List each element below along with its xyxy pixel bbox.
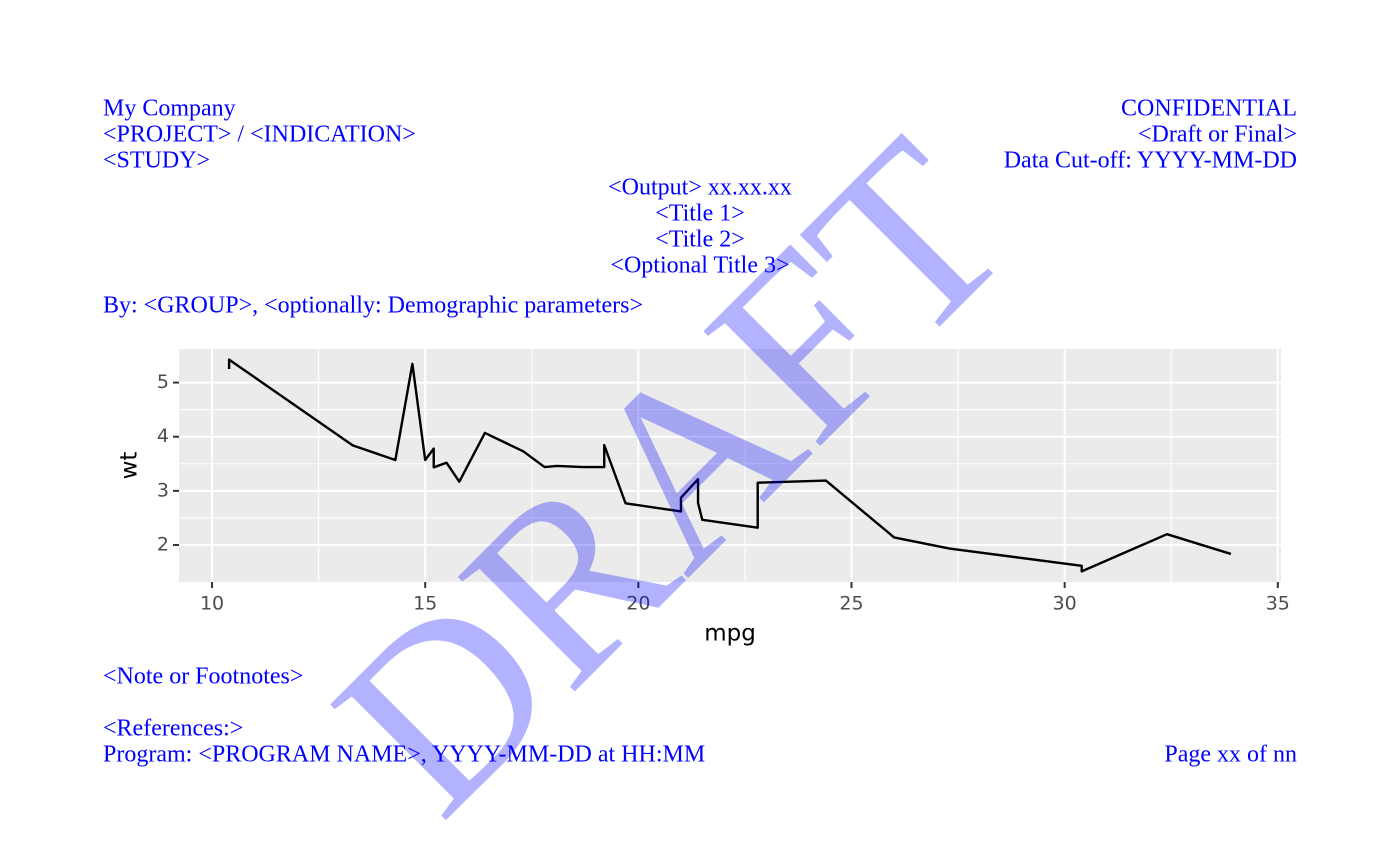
header-left: My Company <box>103 96 236 122</box>
header-right: <Draft or Final> <box>1138 122 1297 148</box>
footnote: <Note or Footnotes> <box>103 664 303 690</box>
y-tick-label: 2 <box>157 534 169 556</box>
y-tick-label: 3 <box>157 479 169 501</box>
chart: 10 15 20 25 30 35 2 3 4 5 mpg wt <box>117 349 1290 647</box>
x-tick-label: 30 <box>1053 593 1077 615</box>
title: <Title 1> <box>655 201 745 227</box>
x-tick-label: 25 <box>839 593 863 615</box>
x-tick-label: 10 <box>200 593 224 615</box>
y-tick-label: 5 <box>157 371 169 393</box>
header-right: CONFIDENTIAL <box>1121 96 1297 122</box>
program: Program: <PROGRAM NAME>, YYYY-MM-DD at H… <box>103 742 705 768</box>
page-number: Page xx of nn <box>1164 742 1297 768</box>
header-left: <STUDY> <box>103 148 210 174</box>
y-tick-label: 4 <box>157 425 169 447</box>
title: <Title 2> <box>655 227 745 253</box>
x-tick-label: 35 <box>1266 593 1290 615</box>
x-axis-title: mpg <box>704 621 756 647</box>
subtitle: By: <GROUP>, <optionally: Demographic pa… <box>103 293 643 319</box>
header-left: <PROJECT> / <INDICATION> <box>103 122 416 148</box>
plot-panel <box>179 349 1281 582</box>
x-tick-label: 15 <box>413 593 437 615</box>
title: <Optional Title 3> <box>610 253 789 279</box>
title: <Output> xx.xx.xx <box>608 175 792 201</box>
x-tick-label: 20 <box>626 593 650 615</box>
references: <References:> <box>103 716 243 742</box>
header-right: Data Cut-off: YYYY-MM-DD <box>1004 148 1297 174</box>
y-axis-title: wt <box>117 452 143 480</box>
data-line <box>227 358 1232 573</box>
